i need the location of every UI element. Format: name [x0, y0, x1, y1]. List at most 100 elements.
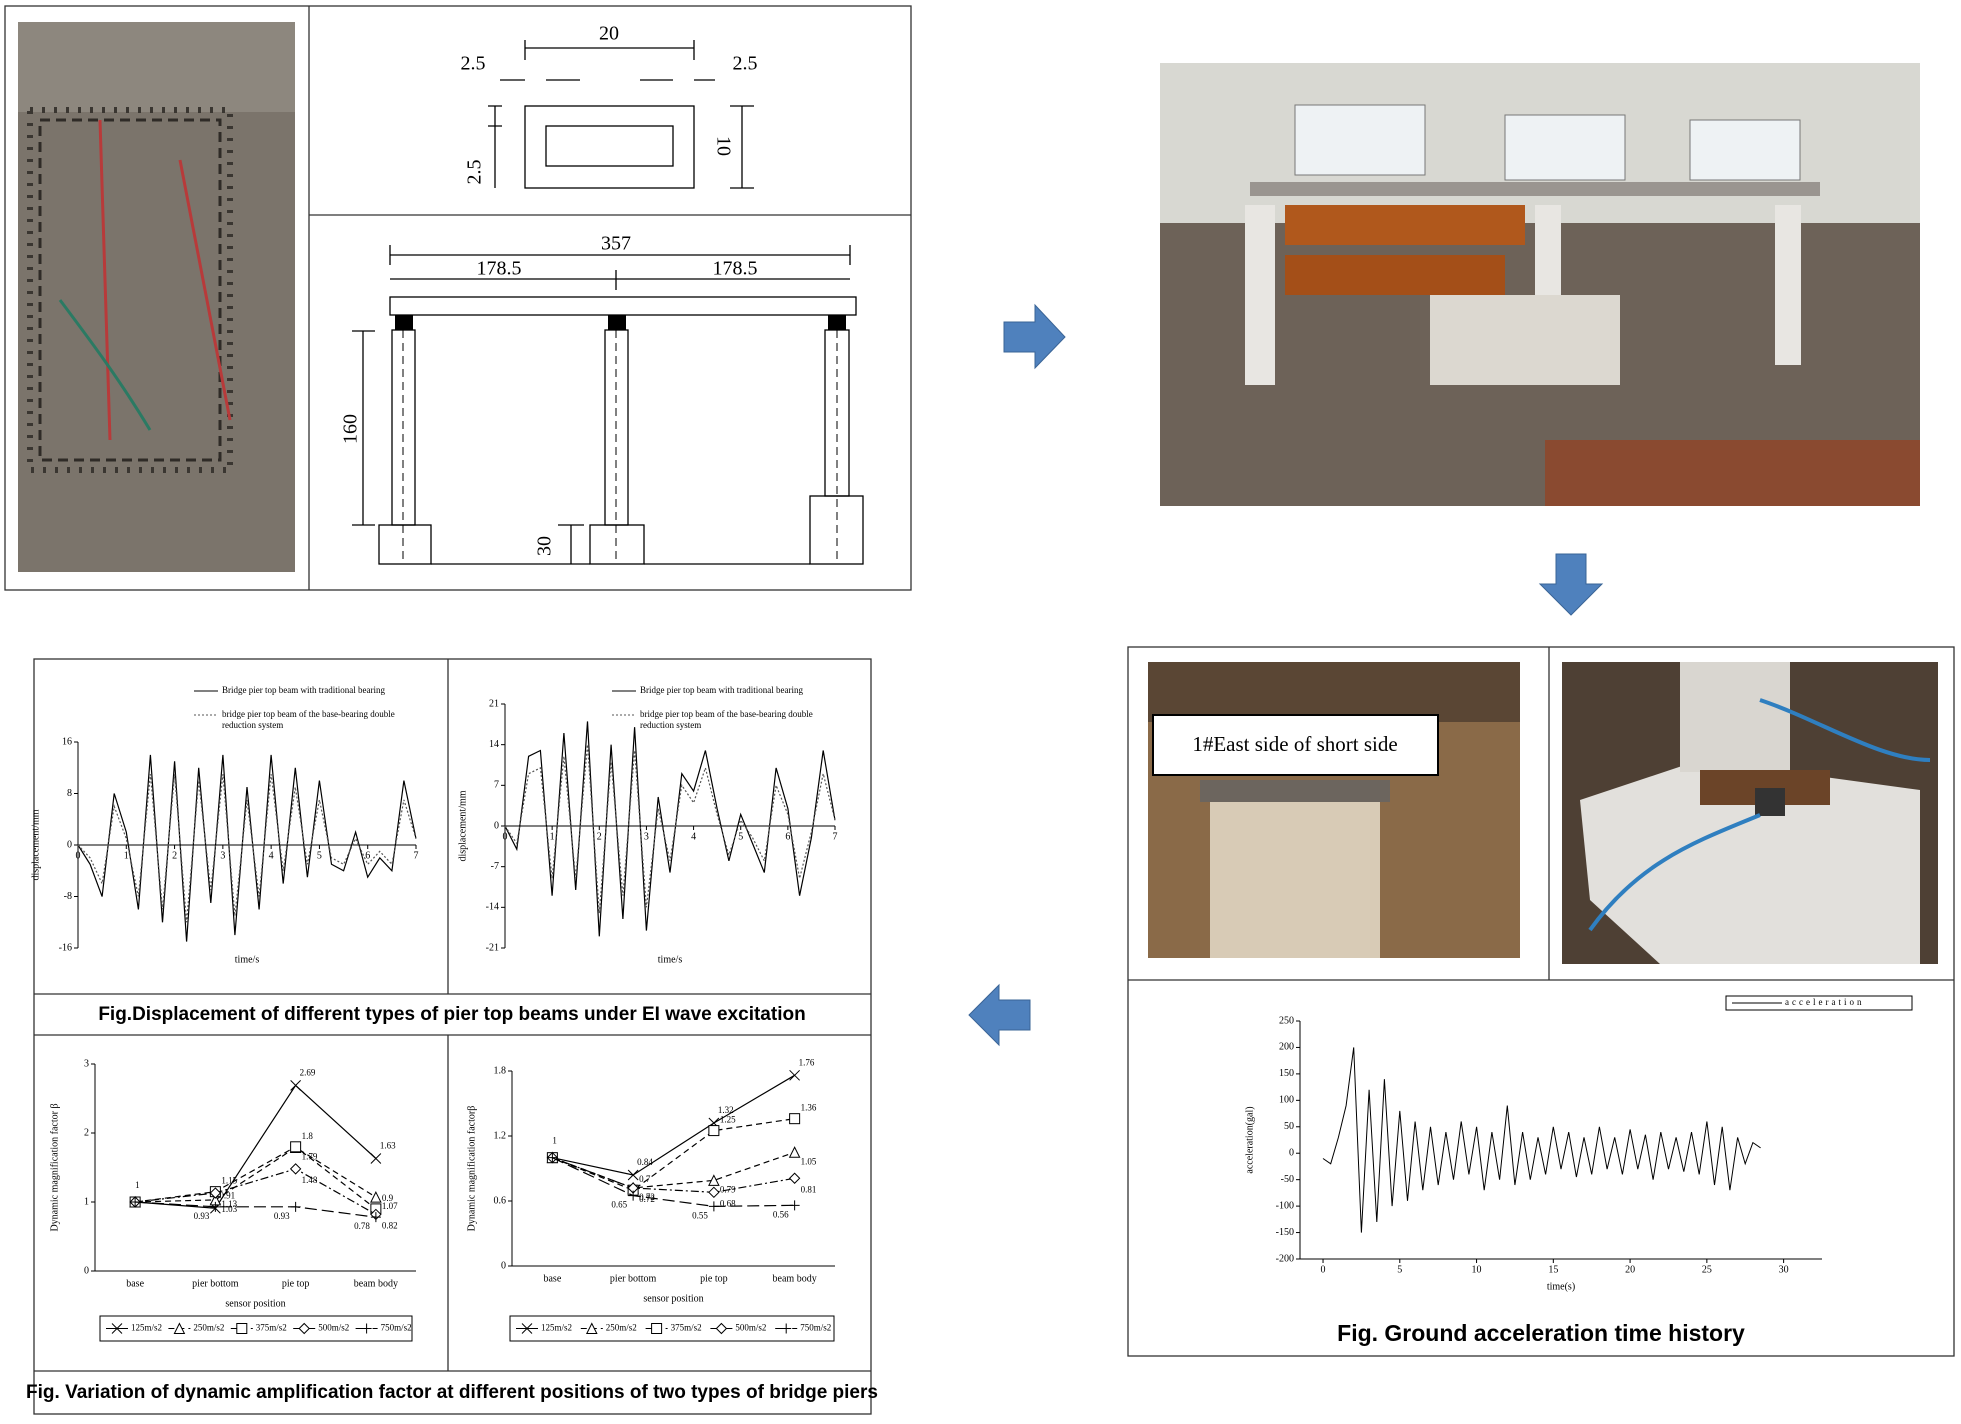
- marker: [708, 1201, 719, 1212]
- x-tick-label: 3: [644, 831, 649, 842]
- x-axis-label: sensor position: [225, 1298, 285, 1309]
- legend-item: bridge pier top beam of the base-bearing…: [222, 709, 395, 730]
- legend-label: acceleration: [1785, 997, 1864, 1007]
- legend-item: Bridge pier top beam with traditional be…: [640, 685, 803, 695]
- x-tick-label: 5: [317, 850, 322, 861]
- x-tick-label: 5: [1397, 1264, 1402, 1275]
- legend-marker: [173, 1322, 186, 1334]
- legend-label: 250m/s2: [606, 1323, 637, 1333]
- x-tick-label: 0: [76, 850, 81, 861]
- series-line: [135, 1146, 377, 1210]
- series-line: [552, 1118, 795, 1191]
- arrow: [1003, 303, 1066, 370]
- data-label: 0.7: [639, 1174, 651, 1184]
- marker: [370, 1153, 382, 1164]
- arrow: [968, 983, 1031, 1047]
- data-label: 1.79: [302, 1152, 318, 1162]
- legend-item: bridge pier top beam of the base-bearing…: [640, 709, 813, 730]
- marker: [290, 1080, 301, 1091]
- legend-item: Bridge pier top beam with traditional be…: [222, 685, 385, 695]
- data-label: 2.69: [300, 1067, 316, 1077]
- x-tick-label: 1: [550, 831, 555, 842]
- marker: [547, 1152, 558, 1163]
- marker: [708, 1125, 720, 1137]
- legend-marker: [715, 1322, 728, 1335]
- series-line: [135, 1084, 377, 1209]
- y-axis-label: acceleration(gal): [1244, 1106, 1255, 1173]
- x-tick-label: 7: [414, 850, 419, 861]
- x-axis-label: time/s: [658, 954, 683, 965]
- data-label: 1: [135, 1180, 140, 1190]
- data-label: 1.76: [799, 1057, 815, 1067]
- x-tick-label: 25: [1702, 1264, 1712, 1275]
- y-tick-label: -50: [1281, 1174, 1294, 1185]
- x-tick-label: beam body: [773, 1273, 817, 1284]
- y-tick-label: 1.8: [494, 1065, 507, 1076]
- x-tick-label: 6: [785, 831, 790, 842]
- panel-frame: [4, 5, 912, 591]
- sensor-photo: [1562, 662, 1938, 964]
- marker: [627, 1169, 639, 1181]
- data-label: 0.82: [382, 1220, 398, 1230]
- x-tick-label: 10: [1472, 1264, 1482, 1275]
- y-tick-label: 150: [1279, 1068, 1294, 1079]
- caption: Fig. Variation of dynamic amplification …: [26, 1382, 878, 1403]
- dim-width: 20: [599, 23, 619, 45]
- series-line: [504, 721, 836, 937]
- bearing-photo: 1#East side of short side: [1148, 662, 1520, 958]
- y-axis-label: displacement/mm: [457, 790, 468, 861]
- data-label: 0.9: [382, 1193, 394, 1203]
- marker: [788, 1172, 801, 1184]
- series-line: [552, 1157, 795, 1193]
- x-tick-label: 0: [1321, 1264, 1326, 1275]
- y-tick-label: 200: [1279, 1042, 1294, 1053]
- dim-wall: 2.5: [464, 160, 486, 185]
- marker: [290, 1201, 301, 1212]
- marker: [789, 1069, 800, 1081]
- panel-frame: [1127, 646, 1955, 1357]
- data-label: 1.36: [801, 1103, 817, 1113]
- x-tick-label: pier bottom: [192, 1278, 239, 1289]
- legend-box: [1725, 995, 1913, 1011]
- cross-section: 20 2.5 2.5 10 2.5: [461, 23, 758, 189]
- data-label: 1.48: [302, 1175, 318, 1185]
- y-tick-label: 3: [84, 1058, 89, 1069]
- marker: [789, 1113, 801, 1125]
- data-label: 0.55: [692, 1210, 708, 1220]
- y-tick-label: -200: [1276, 1253, 1294, 1264]
- data-label: 1: [552, 1136, 557, 1146]
- x-tick-label: pier bottom: [610, 1273, 657, 1284]
- data-label: 0.56: [773, 1209, 789, 1219]
- data-label: 0.78: [354, 1221, 370, 1231]
- caption: Fig.Displacement of different types of p…: [98, 1004, 805, 1025]
- y-tick-label: 16: [62, 736, 72, 747]
- legend-label: Bridge pier top beam with traditional be…: [640, 685, 803, 695]
- x-tick-label: beam body: [354, 1278, 398, 1289]
- x-tick-label: 2: [597, 831, 602, 842]
- caption: Fig. Ground acceleration time history: [1337, 1320, 1745, 1346]
- series-line: [552, 1074, 795, 1176]
- legend-label: 750m/s2: [381, 1323, 412, 1333]
- marker: [209, 1187, 222, 1199]
- data-label: 0.93: [274, 1211, 290, 1221]
- marker: [130, 1197, 141, 1207]
- legend-label: 500m/s2: [735, 1323, 766, 1333]
- x-tick-label: 6: [365, 850, 370, 861]
- data-label: 1.13: [221, 1199, 237, 1209]
- x-tick-label: 0: [503, 831, 508, 842]
- x-tick-label: 30: [1779, 1264, 1789, 1275]
- y-tick-label: 0: [494, 820, 499, 831]
- y-tick-label: -8: [64, 891, 72, 902]
- dim-span: 178.5: [477, 258, 522, 280]
- dim-wall: 2.5: [733, 53, 758, 75]
- dim-height: 10: [712, 136, 734, 156]
- x-tick-label: 7: [833, 831, 838, 842]
- y-tick-label: -16: [59, 942, 72, 953]
- data-label: 1.15: [221, 1176, 237, 1186]
- y-tick-label: 8: [67, 788, 72, 799]
- x-tick-label: 15: [1548, 1264, 1558, 1275]
- data-label: 1.03: [221, 1204, 237, 1214]
- series-line: [135, 1201, 376, 1218]
- series-line: [135, 1146, 377, 1203]
- data-label: 0.93: [194, 1211, 210, 1221]
